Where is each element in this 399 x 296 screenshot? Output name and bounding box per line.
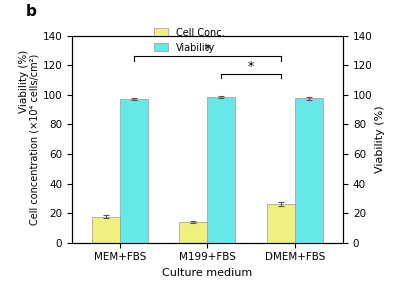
Text: *: * [248, 60, 255, 73]
Legend: Cell Conc., Viability: Cell Conc., Viability [150, 24, 229, 57]
Bar [295, 98, 323, 243]
Text: *: * [204, 43, 211, 56]
Bar [180, 222, 207, 243]
Y-axis label: Viability (%): Viability (%) [375, 105, 385, 173]
Text: b: b [26, 4, 37, 19]
Bar [120, 99, 148, 243]
Bar [207, 97, 235, 243]
Y-axis label: Cell concentration (×10⁴ cells/cm²): Cell concentration (×10⁴ cells/cm²) [30, 54, 40, 225]
Bar [92, 217, 120, 243]
Text: Viability (%): Viability (%) [19, 49, 30, 113]
Bar [267, 204, 295, 243]
X-axis label: Culture medium: Culture medium [162, 268, 253, 278]
